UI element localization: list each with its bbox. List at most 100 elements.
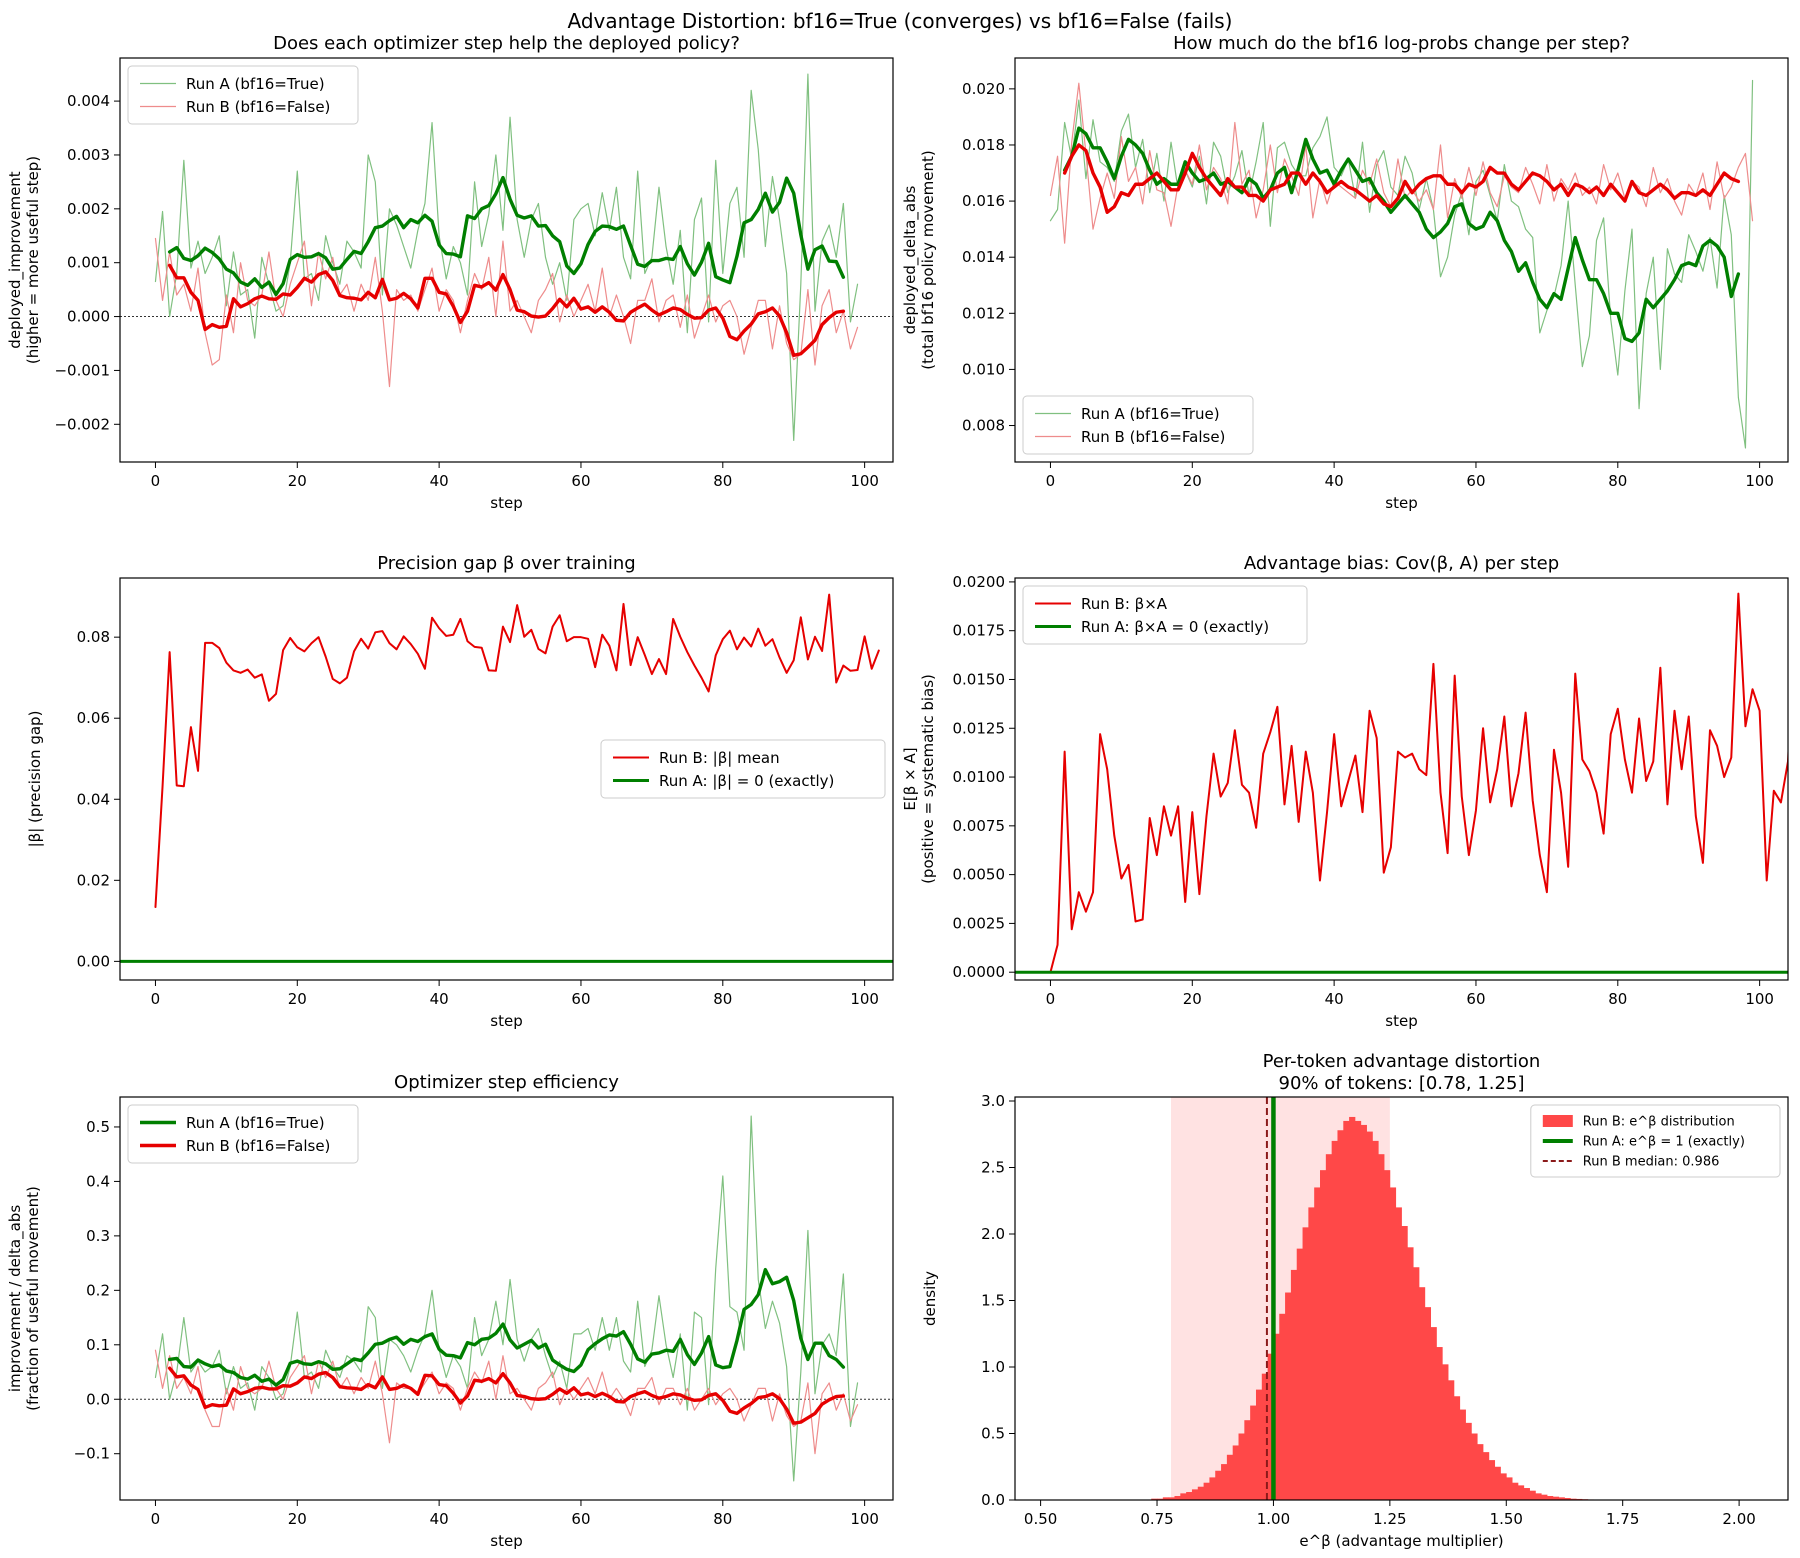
histogram-bar <box>1453 1396 1461 1500</box>
histogram-bar <box>1238 1433 1245 1500</box>
chart-title: How much do the bf16 log-probs change pe… <box>1173 33 1630 54</box>
y-axis-label: (total bf16 policy movement) <box>919 150 937 369</box>
y-axis-label: (higher = more useful step) <box>24 156 42 364</box>
histogram-bar <box>1221 1464 1228 1500</box>
histogram-bar <box>1250 1405 1257 1500</box>
axes-frame <box>119 57 894 463</box>
legend: Run B: β×A Run A: β×A = 0 (exactly) <box>1022 585 1308 645</box>
histogram-bar <box>1482 1452 1490 1500</box>
chart-panel-4: 0 20 40 60 80 100 0.0000 0.0025 0.0050 0.0075 0.01… <box>901 553 1789 1030</box>
x-tick-label: 0.50 <box>1024 1510 1057 1528</box>
x-tick-label: 60 <box>1466 472 1485 490</box>
y-tick-label: 2.0 <box>981 1225 1005 1243</box>
x-tick-label: 100 <box>1745 472 1774 490</box>
y-tick-label: 0.02 <box>77 871 110 889</box>
legend-frame <box>600 739 886 799</box>
y-tick-label: 0.014 <box>962 248 1005 266</box>
x-tick-label: 20 <box>288 990 307 1008</box>
x-tick-label: 0 <box>151 990 161 1008</box>
histogram-bar <box>1570 1498 1577 1500</box>
histogram-bar <box>1273 1333 1280 1500</box>
histogram-bar <box>1448 1380 1455 1500</box>
axes-frame <box>1014 1096 1789 1501</box>
x-tick-label: 40 <box>430 990 449 1008</box>
histogram-bar <box>1157 1498 1164 1500</box>
x-tick-label: 80 <box>713 990 732 1008</box>
histogram-bar <box>1337 1130 1344 1500</box>
histogram-bar <box>1261 1373 1269 1500</box>
x-tick-label: 1.00 <box>1257 1510 1290 1528</box>
y-axis-label: deployed_improvement <box>6 171 25 349</box>
axes-frame <box>119 577 894 981</box>
series-line <box>167 1366 846 1425</box>
histogram-bar <box>1290 1269 1298 1500</box>
plot-area <box>120 593 893 963</box>
y-tick-label: 0.04 <box>77 790 110 808</box>
histogram-bar <box>1500 1473 1507 1500</box>
legend-label: Run B: β×A <box>1081 595 1168 613</box>
legend-label: Run A: e^β = 1 (exactly) <box>1583 1135 1745 1150</box>
legend-label: Run B (bf16=False) <box>186 98 330 116</box>
x-tick-label: 1.25 <box>1373 1510 1406 1528</box>
plot-area <box>1049 79 1754 449</box>
histogram-bar <box>1302 1227 1309 1500</box>
y-tick-label: 0.3 <box>86 1227 110 1245</box>
histogram-bar <box>1296 1248 1303 1500</box>
histogram-bar <box>1191 1489 1199 1500</box>
y-tick-label: 0.003 <box>67 146 110 164</box>
series-line <box>1062 143 1741 215</box>
x-axis-label: step <box>490 1012 522 1030</box>
y-tick-label: 0.0050 <box>953 866 1006 884</box>
x-tick-label: 60 <box>571 472 590 490</box>
series-line <box>167 175 846 297</box>
y-tick-label: 0.1 <box>86 1336 110 1354</box>
histogram-bar <box>1442 1364 1449 1500</box>
histogram-bar <box>1203 1482 1210 1500</box>
x-axis-label: step <box>490 494 522 512</box>
histogram-bar <box>1180 1493 1187 1500</box>
x-tick-label: 100 <box>850 990 879 1008</box>
histogram-bar <box>1436 1347 1443 1500</box>
histogram-bar <box>1168 1497 1175 1500</box>
chart-panel-5: 0 20 40 60 80 100 −0.1 0.0 0.1 0.2 0.3 0.4 0.5 Optimi… <box>6 1072 894 1550</box>
legend-label: Run B: e^β distribution <box>1583 1115 1735 1130</box>
histogram-bar <box>1314 1187 1321 1500</box>
plot-area <box>120 73 893 442</box>
legend-swatch <box>1542 1115 1573 1127</box>
legend: Run A (bf16=True) Run B (bf16=False) <box>127 65 359 125</box>
histogram-bar <box>1547 1496 1554 1500</box>
x-axis-label: step <box>1385 494 1417 512</box>
histogram-bar <box>1360 1124 1367 1500</box>
y-axis-label: |β| (precision gap) <box>26 711 44 848</box>
x-tick-label: 20 <box>1183 472 1202 490</box>
y-tick-label: 0.008 <box>962 417 1005 435</box>
chart-title: Does each optimizer step help the deploy… <box>273 33 740 54</box>
histogram-bar <box>1558 1497 1565 1500</box>
y-axis-label: (fraction of useful movement) <box>24 1186 42 1411</box>
y-tick-label: −0.002 <box>54 415 110 433</box>
histogram-bar <box>1349 1116 1356 1500</box>
legend-label: Run A (bf16=True) <box>186 1114 325 1132</box>
chart-title: Optimizer step efficiency <box>394 1072 619 1093</box>
y-tick-label: 0.0075 <box>953 817 1006 835</box>
legend-label: Run B (bf16=False) <box>1081 428 1225 446</box>
histogram-bar <box>1174 1496 1181 1500</box>
histogram-bar <box>1424 1307 1432 1500</box>
y-axis-label: density <box>921 1271 939 1326</box>
y-tick-label: 0.012 <box>962 304 1005 322</box>
histogram-bar <box>1529 1490 1536 1500</box>
histogram-bar <box>1418 1287 1426 1500</box>
y-tick-label: 0.0 <box>86 1390 110 1408</box>
legend: Run B: e^β distribution Run A: e^β = 1 (e… <box>1530 1104 1781 1178</box>
histogram-bar <box>1488 1460 1496 1500</box>
legend-label: Run A: |β| = 0 (exactly) <box>659 772 834 790</box>
histogram-bar <box>1279 1313 1286 1500</box>
chart-panel-6: 0.50 0.75 1.00 1.25 1.50 1.75 2.00 0.0 0.5 1.0 1.5… <box>921 1051 1789 1550</box>
x-tick-label: 60 <box>571 1510 590 1528</box>
histogram-bar <box>1354 1120 1362 1500</box>
chart-title: Advantage bias: Cov(β, A) per step <box>1244 553 1559 574</box>
y-tick-label: 1.0 <box>981 1358 1005 1376</box>
histogram-bar <box>1232 1445 1239 1500</box>
histogram-bar <box>1343 1120 1350 1500</box>
x-axis-label: e^β (advantage multiplier) <box>1299 1532 1503 1550</box>
